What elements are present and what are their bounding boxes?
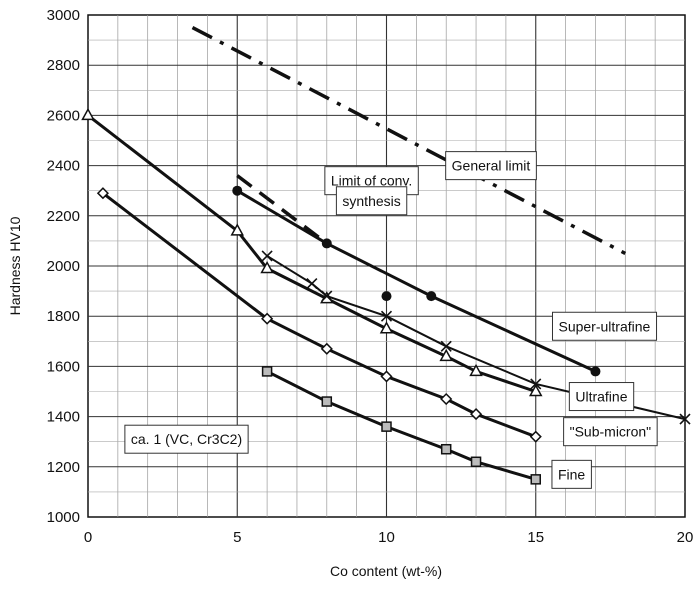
x-tick-label: 20 xyxy=(677,529,694,546)
annotation-box: Ultrafine xyxy=(568,382,635,412)
marker-square xyxy=(440,443,452,455)
x-tick-label: 10 xyxy=(378,529,395,546)
annotation-frame xyxy=(568,382,635,412)
series-markers xyxy=(81,107,691,485)
x-tick-label: 5 xyxy=(233,529,241,546)
marker-triangle xyxy=(320,291,334,304)
annotation-frame xyxy=(124,424,249,454)
series-line xyxy=(266,370,537,481)
annotation-text: ca. 1 (VC, Cr3C2) xyxy=(131,431,242,447)
limit-lines xyxy=(191,25,627,256)
y-axis-label: Hardness HV10 xyxy=(7,216,23,315)
x-tick-label: 0 xyxy=(84,529,92,546)
annotation-box: General limit xyxy=(445,151,537,181)
marker-x xyxy=(321,290,333,302)
annotation-box: Super-ultrafine xyxy=(551,311,658,341)
y-tick-label: 1600 xyxy=(47,358,80,375)
annotation-frame xyxy=(551,311,658,341)
marker-x xyxy=(380,310,393,322)
annotation-text: Fine xyxy=(558,466,585,482)
marker-diamond xyxy=(380,370,393,383)
annotation-box: Fine xyxy=(551,459,592,489)
marker-triangle xyxy=(230,223,245,236)
marker-diamond xyxy=(529,430,542,443)
series-line xyxy=(236,189,597,373)
y-tick-label: 2400 xyxy=(47,158,80,175)
y-tick-labels: 1000 1200 1400 1600 1800 2000 2200 2400 2600 2800… xyxy=(47,7,80,526)
y-tick-label: 2800 xyxy=(47,57,80,74)
annotation-box: "Sub-micron" xyxy=(563,417,658,447)
annotation-frame xyxy=(445,151,537,181)
x-tick-label: 15 xyxy=(527,529,544,546)
marker-triangle xyxy=(379,321,394,334)
y-tick-label: 2600 xyxy=(47,107,80,124)
y-tick-label: 2200 xyxy=(47,208,80,225)
marker-square xyxy=(530,474,541,485)
marker-x xyxy=(306,278,318,290)
marker-x xyxy=(679,413,691,425)
marker-triangle xyxy=(260,260,274,274)
annotation-text: Super-ultrafine xyxy=(558,318,650,334)
marker-x xyxy=(440,340,452,352)
y-tick-label: 3000 xyxy=(47,7,80,24)
y-tick-label: 1400 xyxy=(47,409,80,426)
y-tick-label: 1200 xyxy=(47,459,80,476)
annotation-text: Limit of conv. xyxy=(331,173,412,189)
annotation-text: General limit xyxy=(452,158,531,174)
marker-diamond xyxy=(469,408,483,421)
annotation-frame xyxy=(551,459,592,489)
marker-square xyxy=(381,421,392,432)
marker-diamond xyxy=(96,187,109,200)
series-line xyxy=(87,114,537,393)
marker-circle xyxy=(590,366,601,377)
marker-x xyxy=(261,250,273,262)
annotation-text: Ultrafine xyxy=(575,389,627,405)
marker-circle xyxy=(321,238,332,249)
y-tick-label: 1800 xyxy=(47,308,80,325)
annotation-box: synthesis xyxy=(335,186,408,216)
annotation-frame xyxy=(563,417,658,447)
marker-square xyxy=(470,456,482,468)
annotation-frame xyxy=(335,186,408,216)
annotation-text: synthesis xyxy=(342,193,400,209)
marker-diamond xyxy=(440,392,453,406)
conv-synthesis-limit-line xyxy=(236,174,328,245)
marker-circle xyxy=(426,291,437,302)
marker-triangle xyxy=(439,348,453,362)
marker-triangle xyxy=(528,383,543,397)
annotation-box: ca. 1 (VC, Cr3C2) xyxy=(124,424,249,454)
marker-circle xyxy=(232,185,243,196)
marker-x xyxy=(530,378,542,390)
marker-square xyxy=(321,396,333,407)
marker-circle xyxy=(381,291,392,302)
marker-triangle xyxy=(469,363,483,377)
x-axis-label: Co content (wt-%) xyxy=(330,563,442,579)
general-limit-line xyxy=(191,25,627,256)
marker-diamond xyxy=(261,312,274,325)
y-tick-label: 2000 xyxy=(47,258,80,275)
y-tick-label: 1000 xyxy=(47,509,80,526)
annotations: General limit Limit of conv. synthesis Supe… xyxy=(124,151,658,489)
annotation-text: "Sub-micron" xyxy=(570,424,652,440)
x-tick-labels: 0 5 10 15 20 xyxy=(84,529,694,546)
marker-square xyxy=(261,366,273,377)
marker-diamond xyxy=(320,342,333,355)
marker-triangle xyxy=(81,107,95,121)
